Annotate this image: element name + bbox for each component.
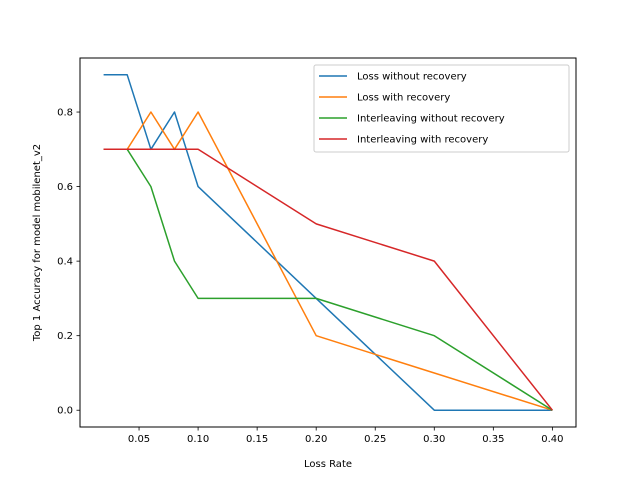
plot-frame	[79, 57, 577, 428]
legend-entry-label: Loss with recovery	[357, 93, 450, 104]
series-line-3	[103, 148, 553, 411]
x-axis-ticks: 0.05 0.10 0.15 0.20 0.25 0.30 0.35 0.40	[128, 427, 564, 445]
x-tick-label: 0.20	[305, 434, 327, 445]
legend-entry-label: Interleaving without recovery	[357, 114, 505, 125]
x-tick-label: 0.05	[128, 434, 150, 445]
y-axis-label: Top 1 Accuracy for model mobilenet_v2	[32, 144, 43, 342]
series-line-4	[103, 148, 553, 411]
x-axis-label: Loss Rate	[304, 459, 352, 470]
y-tick-label: 0.6	[57, 182, 73, 193]
y-tick-label: 0.8	[57, 108, 73, 119]
legend: Loss without recovery Loss with recovery I…	[313, 64, 570, 153]
x-tick-label: 0.30	[423, 434, 445, 445]
series-line-2	[103, 111, 553, 411]
y-axis-ticks: 0.0 0.2 0.4 0.6 0.8	[57, 108, 80, 417]
legend-box	[313, 64, 570, 153]
y-tick-label: 0.2	[57, 331, 73, 342]
legend-entry-label: Interleaving with recovery	[357, 135, 488, 146]
x-tick-label: 0.10	[187, 434, 209, 445]
x-tick-label: 0.25	[364, 434, 386, 445]
legend-entry-label: Loss without recovery	[357, 72, 467, 83]
x-tick-label: 0.40	[541, 434, 563, 445]
x-tick-label: 0.35	[482, 434, 504, 445]
plot-lines	[103, 74, 553, 411]
y-tick-label: 0.0	[57, 406, 73, 417]
y-tick-label: 0.4	[57, 257, 73, 268]
x-tick-label: 0.15	[246, 434, 268, 445]
